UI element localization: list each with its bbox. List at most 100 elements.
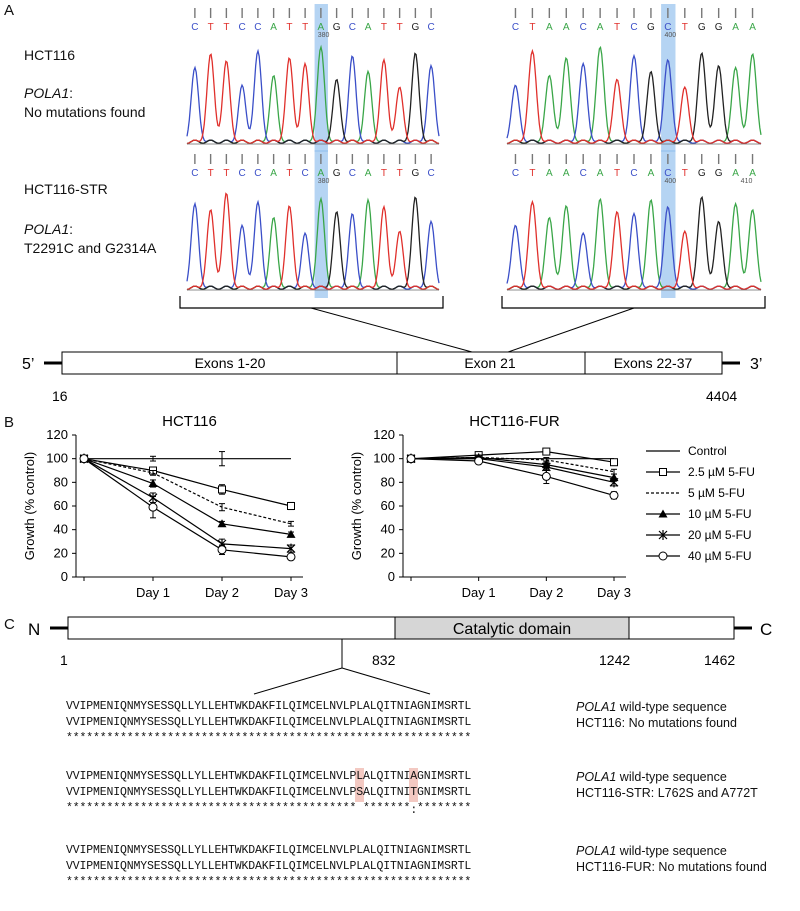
wt-sequence: VVIPMENIQNMYSESSQLLYLLEHTWKDAKFILQIMCELN… — [66, 770, 472, 783]
base-call-letter: T — [381, 168, 387, 179]
trace-A — [186, 196, 440, 291]
variant-highlight — [314, 4, 328, 152]
wt-label-3: POLA1 wild-type sequence — [576, 844, 727, 858]
wt-result: No mutations found — [24, 104, 146, 120]
chart-title: HCT116 — [162, 413, 217, 430]
data-point — [286, 552, 296, 562]
x-tick-label: Day 1 — [462, 585, 496, 600]
conservation-line: ****************************************… — [66, 802, 472, 815]
base-call-letter: T — [614, 168, 620, 179]
x-tick-label: Day 2 — [529, 585, 563, 600]
series-line — [83, 458, 292, 558]
base-call-letter: C — [349, 22, 356, 33]
series-line — [83, 458, 292, 525]
y-tick-label: 40 — [54, 522, 68, 537]
base-call-letter: A — [365, 22, 372, 33]
position-label: 410 — [741, 178, 753, 185]
base-call-letter: A — [270, 22, 277, 33]
c-terminus-label: C — [760, 620, 772, 639]
wt-label-text: wild-type sequence — [616, 700, 727, 714]
x-tick-label: Day 3 — [597, 585, 631, 600]
base-call-letter: C — [428, 168, 435, 179]
mutant-label-1: HCT116: No mutations found — [576, 716, 737, 730]
wt-gene-line: POLA1: — [24, 85, 74, 101]
base-call-letter: T — [208, 168, 214, 179]
data-point — [541, 471, 551, 481]
wt-label-2: POLA1 wild-type sequence — [576, 770, 727, 784]
y-tick-label: 80 — [54, 474, 68, 489]
trace-G — [186, 196, 440, 291]
base-call-letter: T — [529, 168, 535, 179]
base-call-letter: C — [630, 168, 637, 179]
zoom-line-right — [341, 667, 431, 695]
data-point — [406, 454, 416, 464]
panel-b-label: B — [4, 414, 15, 431]
conservation-line: ****************************************… — [66, 876, 472, 889]
series-line — [410, 458, 615, 496]
y-tick-label: 40 — [381, 522, 395, 537]
chart-title: HCT116-FUR — [469, 413, 560, 430]
mutation-highlight — [355, 768, 365, 802]
exon-21: Exon 21 — [464, 355, 516, 371]
mutant-label-3: HCT116-FUR: No mutations found — [576, 860, 767, 874]
wt-label-1: POLA1 wild-type sequence — [576, 700, 727, 714]
protein-map: Catalytic domain N C 1 832 1242 1462 — [28, 616, 772, 695]
base-call-letter: T — [682, 22, 688, 33]
base-call-letter: A — [732, 22, 739, 33]
base-call-letter: T — [381, 22, 387, 33]
base-call-letter: C — [664, 168, 671, 179]
bracket-right — [501, 296, 766, 309]
trace-T — [506, 48, 762, 145]
bracket-left — [179, 296, 444, 309]
five-prime-label: 5’ — [22, 356, 34, 373]
base-call-letter: G — [715, 168, 723, 179]
alignment-group-1: VVIPMENIQNMYSESSQLLYLLEHTWKDAKFILQIMCELN… — [66, 700, 471, 746]
data-point — [658, 530, 668, 540]
base-call-letter: A — [597, 168, 604, 179]
base-call-letter: T — [208, 22, 214, 33]
y-tick-label: 120 — [46, 427, 68, 442]
chart-hct116: HCT116 0 20 40 60 80 100 120 Day 1 Day 2 Day 3 Grow… — [22, 413, 308, 600]
base-call-letter: A — [749, 168, 756, 179]
gene-body — [61, 351, 723, 375]
data-point — [79, 454, 89, 464]
y-tick-label: 60 — [54, 498, 68, 513]
data-point — [659, 468, 667, 476]
base-call-letter: C — [512, 168, 519, 179]
alignment-group-2: VVIPMENIQNMYSESSQLLYLLEHTWKDAKFILQIMCELN… — [66, 768, 472, 817]
base-call-letter: T — [397, 168, 403, 179]
wt-cell-line: HCT116 — [24, 47, 76, 63]
series-line — [83, 458, 292, 535]
legend-label: 10 µM 5-FU — [688, 507, 752, 521]
data-point — [609, 490, 619, 500]
three-prime-label: 3’ — [750, 356, 762, 373]
data-point — [148, 502, 158, 512]
variant-highlight — [661, 150, 676, 298]
base-call-letter: T — [397, 22, 403, 33]
base-call-letter: T — [302, 22, 308, 33]
x-tick-label: Day 1 — [136, 585, 170, 600]
str-gene-name: POLA1 — [24, 221, 70, 237]
base-call-letter: T — [223, 168, 229, 179]
y-tick-label: 100 — [373, 451, 395, 466]
str-cell-line: HCT116-STR — [24, 181, 108, 197]
panel-c-label: C — [4, 616, 15, 633]
zoom-line-left — [253, 667, 343, 695]
wt-label-text: wild-type sequence — [616, 770, 727, 784]
str-result: T2291C and G2314A — [24, 240, 157, 256]
base-call-letter: C — [349, 168, 356, 179]
conservation-line: ****************************************… — [66, 732, 472, 745]
base-call-letter: G — [715, 22, 723, 33]
base-call-letter: A — [563, 168, 570, 179]
legend-label: 2.5 µM 5-FU — [688, 465, 755, 479]
data-point — [658, 551, 668, 561]
base-call-letter: C — [580, 168, 587, 179]
base-call-letter: G — [698, 168, 706, 179]
base-call-letter: A — [597, 22, 604, 33]
series-line — [411, 458, 615, 483]
wt-gene-name: POLA1 — [24, 85, 70, 101]
y-tick-label: 20 — [381, 545, 395, 560]
base-call-letter: C — [428, 22, 435, 33]
